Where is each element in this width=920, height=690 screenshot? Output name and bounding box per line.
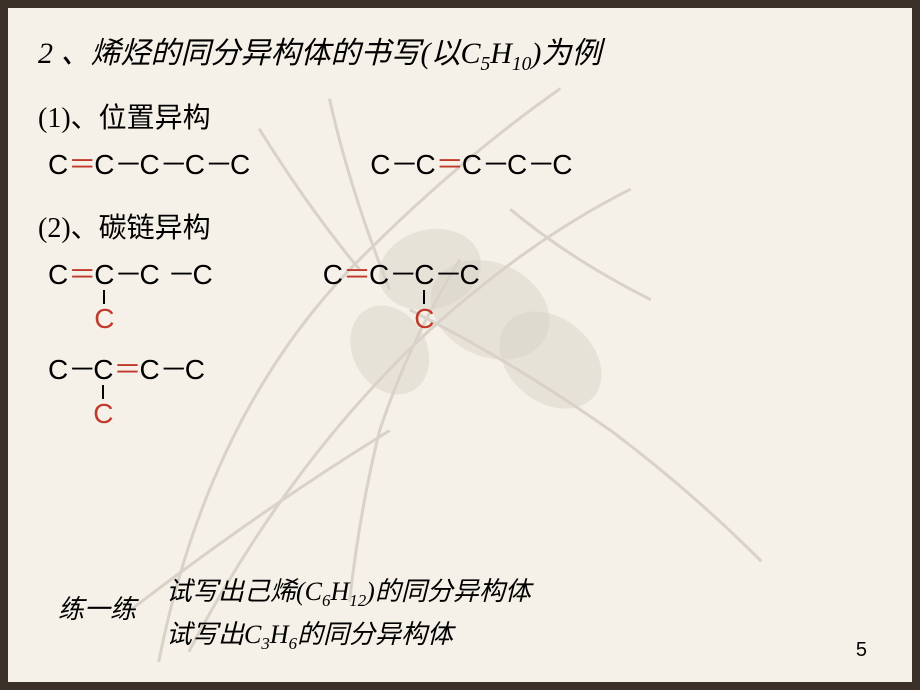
heading-text: 烯烃的同分异构体的书写(以C: [91, 37, 481, 70]
main-heading: 2 、烯烃的同分异构体的书写(以C5H10)为例: [38, 28, 882, 76]
section2-row2: C－CC＝C－C: [38, 353, 882, 438]
heading-sub1: 5: [481, 54, 491, 75]
formula-e: C－CC＝C－C: [48, 353, 205, 438]
heading-mid: H: [490, 37, 512, 70]
branch-atom: C: [93, 397, 113, 431]
heading-tail: )为例: [531, 37, 601, 70]
formula-c: C＝CC－C －C: [48, 258, 213, 343]
heading-sub2: 10: [512, 54, 532, 75]
formula-d: C＝C－C C－C: [323, 258, 480, 343]
content-area: 2 、烯烃的同分异构体的书写(以C5H10)为例 (1)、位置异构 C＝C－C－…: [38, 28, 882, 438]
heading-number: 2 、: [38, 37, 91, 70]
section2-row1: C＝CC－C －C C＝C－C C－C: [38, 258, 882, 343]
slide: 2 、烯烃的同分异构体的书写(以C5H10)为例 (1)、位置异构 C＝C－C－…: [8, 8, 912, 682]
formula-b: C－C＝C－C－C: [370, 148, 572, 182]
branch-atom: C: [94, 302, 114, 336]
exercise-body: 试写出己烯(C6H12)的同分异构体 试写出C3H6的同分异构体: [166, 571, 531, 657]
exercise-line1: 试写出己烯(C6H12)的同分异构体: [166, 571, 531, 614]
section1-formulas: C＝C－C－C－C C－C＝C－C－C: [38, 148, 882, 182]
section2-label: (2)、碳链异构: [38, 206, 882, 246]
exercise-block: 练一练 试写出己烯(C6H12)的同分异构体 试写出C3H6的同分异构体: [58, 571, 862, 657]
exercise-line2: 试写出C3H6的同分异构体: [166, 614, 531, 657]
section1-label: (1)、位置异构: [38, 96, 882, 136]
page-number: 5: [856, 639, 867, 662]
exercise-label: 练一练: [58, 571, 136, 626]
branch-atom: C: [414, 302, 434, 336]
formula-a: C＝C－C－C－C: [48, 148, 250, 182]
